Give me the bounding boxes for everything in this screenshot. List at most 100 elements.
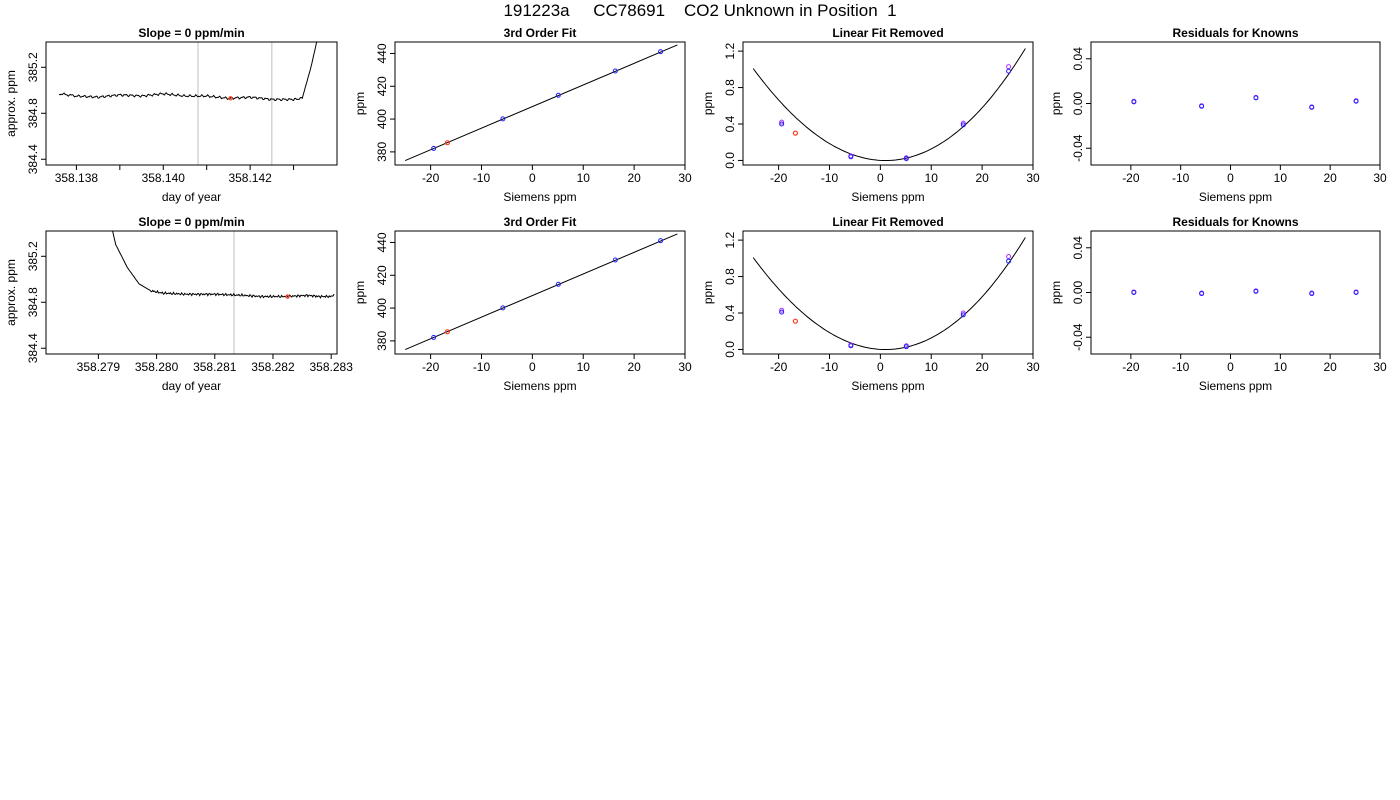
plot-area <box>112 231 337 354</box>
known-point <box>848 343 854 349</box>
plot-area <box>752 237 1026 350</box>
x-tick-label: 20 <box>1323 171 1337 185</box>
known-point <box>1006 258 1012 264</box>
plot-frame <box>394 230 686 355</box>
fit-curve <box>752 237 1026 350</box>
x-tick-label: 20 <box>1323 360 1337 374</box>
x-tick-label: 10 <box>1274 360 1288 374</box>
known-point <box>658 238 664 244</box>
known-point <box>960 122 966 128</box>
known-point <box>1353 290 1359 295</box>
chart-title: Residuals for Knowns <box>1172 26 1298 40</box>
known-point <box>903 156 909 162</box>
known-point <box>555 92 561 98</box>
y-tick-label: 0.8 <box>723 79 737 96</box>
chart-panel-3: Linear Fit Removed Siemens ppm ppm -20 -10 0 1… <box>701 26 1040 204</box>
y-tick-label: 440 <box>375 232 389 252</box>
y-tick-label: -0.04 <box>1071 134 1085 162</box>
y-tick-label: 1.2 <box>723 231 737 248</box>
y-tick-label: 0.00 <box>1071 280 1085 304</box>
x-axis-label: Siemens ppm <box>1199 190 1272 204</box>
known-point-alt <box>779 119 785 125</box>
x-tick-label: 0 <box>529 360 536 374</box>
x-tick-label: 358.138 <box>55 171 99 185</box>
known-point <box>658 49 664 55</box>
y-tick-label: 400 <box>375 298 389 318</box>
x-tick-label: 10 <box>925 171 939 185</box>
series-line <box>58 42 318 102</box>
chart-panel-6: 3rd Order Fit Siemens ppm ppm -20 -10 0 10 20 30… <box>353 215 692 393</box>
fit-line <box>404 44 678 162</box>
unknown-point <box>792 130 799 136</box>
plot-frame <box>394 41 686 166</box>
y-tick-label: 380 <box>375 331 389 351</box>
y-axis-label: ppm <box>353 281 367 304</box>
x-tick-label: 30 <box>1026 171 1040 185</box>
y-tick-label: 0.04 <box>1071 47 1085 71</box>
x-axis-label: Siemens ppm <box>503 190 576 204</box>
y-axis-label: approx. ppm <box>4 259 18 326</box>
y-tick-label: 385.2 <box>26 241 40 271</box>
x-tick-label: -20 <box>1122 360 1140 374</box>
known-point <box>500 116 506 122</box>
x-tick-label: 358.142 <box>228 171 272 185</box>
known-point <box>1006 68 1012 74</box>
chart-panel-5: Slope = 0 ppm/min day of year approx. ppm 3… <box>4 215 353 393</box>
y-tick-label: 0.0 <box>723 152 737 169</box>
chart-title: Slope = 0 ppm/min <box>138 215 244 229</box>
plot-frame <box>742 41 1034 166</box>
plot-area <box>1131 94 1359 110</box>
unknown-point <box>792 318 799 324</box>
known-point <box>555 281 561 287</box>
chart-title: Linear Fit Removed <box>832 215 943 229</box>
y-tick-label: 385.2 <box>26 52 40 82</box>
x-tick-label: 20 <box>627 171 641 185</box>
x-tick-label: 30 <box>678 171 692 185</box>
y-tick-label: 0.4 <box>723 115 737 132</box>
y-tick-label: 1.2 <box>723 42 737 59</box>
y-tick-label: 0.4 <box>723 304 737 321</box>
known-point <box>1253 95 1259 101</box>
x-tick-label: 10 <box>925 360 939 374</box>
known-point <box>1253 288 1259 294</box>
known-point <box>431 334 437 340</box>
chart-panel-2: 3rd Order Fit Siemens ppm ppm -20 -10 0 10 20 30… <box>353 26 692 204</box>
x-tick-label: -20 <box>422 360 440 374</box>
x-tick-label: -10 <box>821 171 839 185</box>
y-axis-label: ppm <box>701 281 715 304</box>
known-point <box>1199 291 1205 297</box>
plot-frame <box>45 41 338 166</box>
chart-title: 3rd Order Fit <box>504 26 577 40</box>
known-point-alt <box>960 120 966 126</box>
x-tick-label: 0 <box>1227 171 1234 185</box>
x-tick-label: -10 <box>1172 360 1190 374</box>
known-point-alt <box>1006 64 1012 70</box>
known-point <box>779 121 785 127</box>
y-axis-label: ppm <box>353 92 367 115</box>
known-point <box>1309 104 1315 110</box>
x-tick-label: 358.283 <box>309 360 353 374</box>
x-tick-label: 358.281 <box>193 360 237 374</box>
x-tick-label: 358.140 <box>142 171 186 185</box>
y-axis-label: ppm <box>701 92 715 115</box>
x-tick-label: 358.280 <box>135 360 179 374</box>
known-point <box>431 145 437 151</box>
x-tick-label: 20 <box>627 360 641 374</box>
unknown-point <box>444 329 451 335</box>
x-tick-label: 30 <box>1373 171 1387 185</box>
plot-area <box>404 233 678 351</box>
chart-title: Residuals for Knowns <box>1172 215 1298 229</box>
x-tick-label: -20 <box>770 171 788 185</box>
x-tick-label: -10 <box>473 360 491 374</box>
y-tick-label: 420 <box>375 265 389 285</box>
x-axis-label: day of year <box>162 379 221 393</box>
known-point <box>612 257 618 263</box>
series-line <box>112 231 335 299</box>
chart-panel-1: Slope = 0 ppm/min day of year approx. ppm 3… <box>4 26 338 204</box>
known-point <box>779 309 785 315</box>
x-tick-label: 0 <box>877 360 884 374</box>
unknown-point <box>444 140 451 146</box>
x-tick-label: 0 <box>529 171 536 185</box>
y-tick-label: 0.8 <box>723 268 737 285</box>
plot-area <box>404 44 678 162</box>
